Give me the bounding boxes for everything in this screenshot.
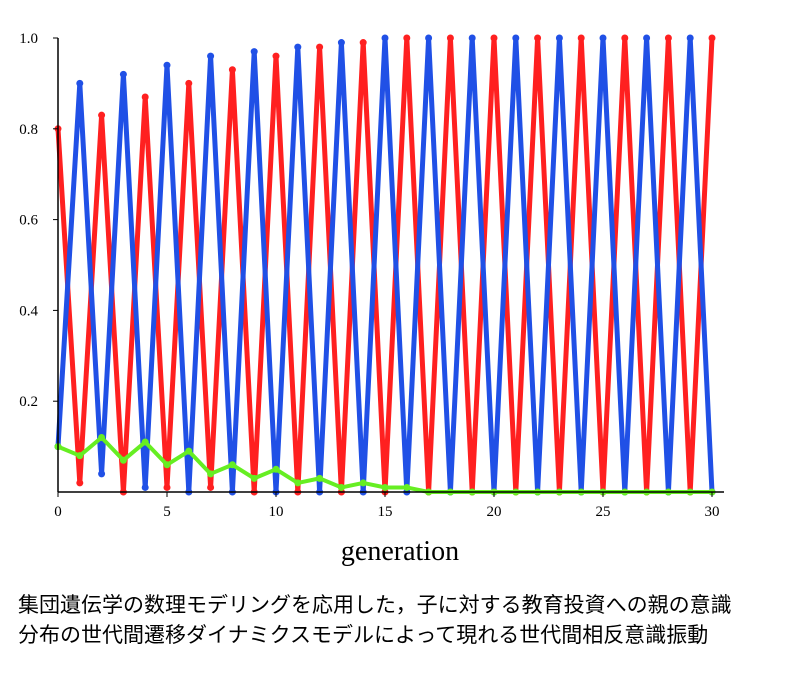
y-tick-label: 0.2 <box>19 394 38 410</box>
x-tick-label: 0 <box>54 504 62 520</box>
x-tick-label: 15 <box>378 504 393 520</box>
data-point-series-2 <box>555 34 563 42</box>
data-point-series-3 <box>272 465 280 473</box>
data-point-series-1 <box>490 34 498 42</box>
data-point-series-2 <box>425 34 433 42</box>
chart: 0 5 10 15 20 25 30 0.2 0.4 0.6 0.8 1.0 generation <box>19 31 724 567</box>
data-point-series-2 <box>643 34 651 42</box>
plot-lines <box>54 34 716 496</box>
caption: 集団遺伝学の数理モデリングを応用した，子に対する教育投資への親の意識 分布の世代… <box>18 590 788 650</box>
data-point-series-3 <box>119 456 127 464</box>
data-point-series-3 <box>98 434 106 442</box>
data-point-series-1 <box>76 479 84 487</box>
x-tick-label: 30 <box>705 504 720 520</box>
series-line-2 <box>55 35 715 495</box>
data-point-series-3 <box>316 474 324 482</box>
data-point-series-1 <box>163 483 171 491</box>
data-point-series-3 <box>250 474 258 482</box>
data-point-series-2 <box>512 34 520 42</box>
caption-line-2: 分布の世代間遷移ダイナミクスモデルによって現れる世代間相反意識振動 <box>18 623 709 647</box>
y-tick-label: 0.6 <box>19 213 38 229</box>
data-point-series-1 <box>621 34 629 42</box>
data-point-series-2 <box>294 43 302 51</box>
data-point-series-3 <box>163 461 171 469</box>
data-point-series-1 <box>316 43 324 51</box>
x-axis-label: generation <box>341 536 459 567</box>
data-point-series-2 <box>599 34 607 42</box>
data-point-series-1 <box>98 111 106 119</box>
data-point-series-3 <box>141 438 149 446</box>
data-point-series-3 <box>207 470 215 478</box>
x-tick-label: 20 <box>487 504 502 520</box>
data-point-series-1 <box>664 34 672 42</box>
data-point-series-1 <box>228 66 236 74</box>
data-point-series-2 <box>381 34 389 42</box>
data-point-series-2 <box>337 39 345 47</box>
data-point-series-3 <box>359 479 367 487</box>
data-point-series-1 <box>577 34 585 42</box>
data-point-series-3 <box>381 483 389 491</box>
data-point-series-2 <box>119 70 127 78</box>
data-point-series-1 <box>185 79 193 87</box>
data-point-series-1 <box>207 483 215 491</box>
data-point-series-3 <box>337 483 345 491</box>
y-tick-label: 0.4 <box>19 303 38 319</box>
data-point-series-2 <box>686 34 694 42</box>
data-point-series-2 <box>141 483 149 491</box>
data-point-series-3 <box>403 483 411 491</box>
x-tick-label: 25 <box>596 504 611 520</box>
x-tick-label: 5 <box>163 504 171 520</box>
data-point-series-1 <box>359 39 367 47</box>
caption-line-1: 集団遺伝学の数理モデリングを応用した，子に対する教育投資への親の意識 <box>18 593 732 617</box>
data-point-series-2 <box>250 48 258 56</box>
y-tick-label: 0.8 <box>19 122 38 138</box>
data-point-series-1 <box>272 52 280 60</box>
data-point-series-1 <box>141 93 149 101</box>
data-point-series-3 <box>294 479 302 487</box>
data-point-series-2 <box>207 52 215 60</box>
data-point-series-1 <box>446 34 454 42</box>
ticks: 0 5 10 15 20 25 30 0.2 0.4 0.6 0.8 1.0 <box>19 31 719 520</box>
data-point-series-1 <box>403 34 411 42</box>
data-point-series-2 <box>98 470 106 478</box>
data-point-series-2 <box>76 79 84 87</box>
data-point-series-2 <box>163 61 171 69</box>
data-point-series-3 <box>228 461 236 469</box>
y-tick-label: 1.0 <box>19 31 38 47</box>
data-point-series-2 <box>468 34 476 42</box>
data-point-series-1 <box>534 34 542 42</box>
data-point-series-1 <box>708 34 716 42</box>
data-point-series-3 <box>76 452 84 460</box>
data-point-series-3 <box>185 447 193 455</box>
x-tick-label: 10 <box>269 504 284 520</box>
